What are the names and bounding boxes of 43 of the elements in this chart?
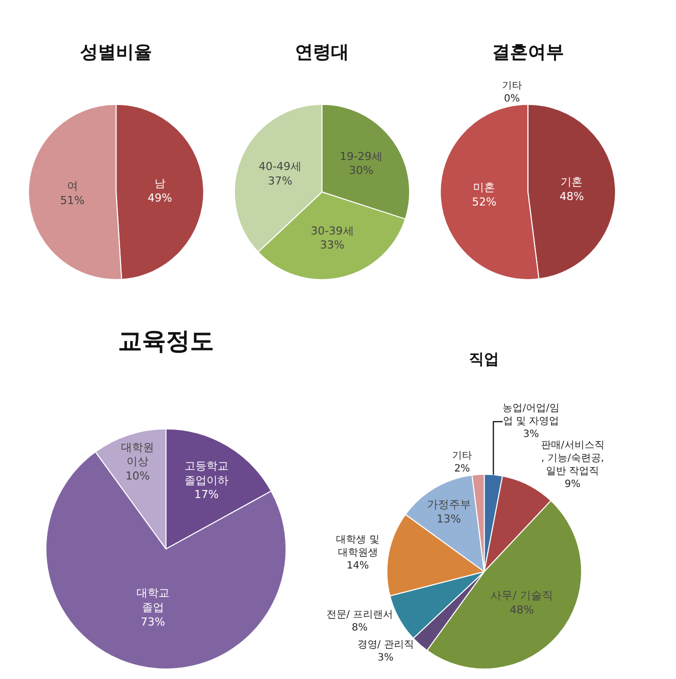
- data-label: 3%: [378, 652, 394, 664]
- data-label: 3%: [523, 429, 539, 440]
- slice-label: 30-39세: [310, 224, 354, 238]
- data-label: 13%: [436, 512, 461, 526]
- data-label: 17%: [194, 488, 219, 502]
- data-label: 49%: [148, 191, 172, 204]
- slice-label: 가정주부: [426, 498, 471, 512]
- slice-label: 농업/어업/임 업 및 자영업: [502, 403, 560, 428]
- data-label: 51%: [60, 194, 85, 208]
- slice-label: 경영/ 관리직: [357, 639, 414, 650]
- slice-label: 여: [66, 180, 78, 193]
- chart-title: 결혼여부: [492, 42, 564, 63]
- chart-title: 연령대: [295, 42, 349, 63]
- data-label: 48%: [510, 603, 534, 616]
- data-label: 48%: [559, 190, 584, 203]
- slice-label: 19-29세: [340, 150, 383, 163]
- chart-title: 성별비율: [80, 42, 152, 63]
- data-label: 9%: [564, 479, 581, 490]
- slice-label: 남: [154, 176, 166, 190]
- slice-label: 판매/서비스직 , 기능/숙련공, 일반 작업직: [540, 440, 604, 478]
- slice-label: 고등학교 졸업이하: [184, 460, 228, 487]
- chart-title: 교육정도: [118, 327, 214, 355]
- data-label: 8%: [352, 622, 368, 634]
- slice-label: 기혼: [560, 176, 583, 189]
- slice-label: 40-49세: [258, 160, 302, 174]
- data-label: 2%: [454, 464, 470, 475]
- data-label: 14%: [346, 560, 369, 572]
- chart-title: 직업: [469, 350, 499, 368]
- slice-label: 대학교 졸업: [136, 586, 170, 614]
- slice-label: 전문/ 프리랜서: [326, 609, 393, 620]
- slice-label: 사무/ 기술직: [490, 589, 553, 602]
- category-label: 기타: [502, 80, 522, 92]
- slice-label: 미혼: [473, 181, 496, 194]
- text: 0%: [504, 93, 520, 104]
- data-label: 33%: [320, 238, 344, 252]
- slice-label: 기타: [452, 450, 472, 462]
- data-label: 37%: [268, 174, 292, 188]
- data-label: 52%: [472, 195, 496, 208]
- data-label: 30%: [348, 164, 374, 178]
- data-label: 10%: [125, 470, 150, 483]
- slice-label: 대학원 이상: [121, 440, 154, 468]
- slice-label: 대학생 및 대학원생: [336, 534, 380, 558]
- data-label: 73%: [140, 615, 166, 628]
